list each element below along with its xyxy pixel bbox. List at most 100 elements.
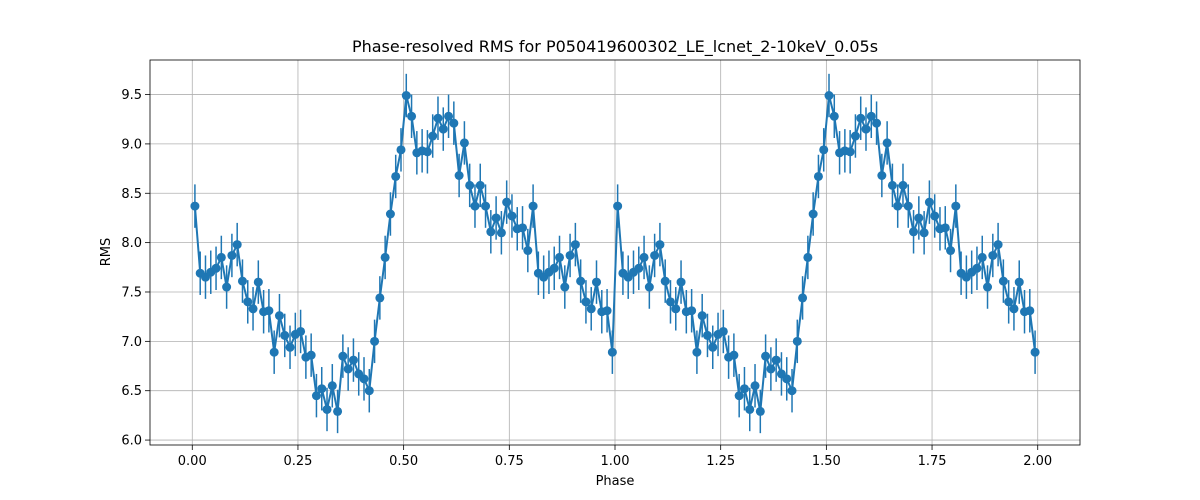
x-tick-label: 1.00 — [601, 454, 630, 469]
data-point — [655, 240, 665, 250]
data-point — [243, 297, 253, 307]
data-point — [993, 240, 1003, 250]
data-point — [718, 326, 728, 336]
data-point — [560, 282, 570, 292]
data-point — [581, 297, 591, 307]
data-point — [296, 326, 306, 336]
data-point — [761, 351, 771, 361]
y-tick-label: 7.5 — [121, 285, 142, 300]
data-point — [861, 124, 871, 134]
data-point — [475, 180, 485, 190]
data-point — [1004, 297, 1014, 307]
data-point — [327, 381, 337, 391]
data-point — [983, 282, 993, 292]
data-point — [792, 336, 802, 346]
data-point — [803, 252, 813, 262]
data-point — [819, 145, 829, 155]
data-point — [317, 384, 327, 394]
series-line — [193, 95, 1037, 412]
data-point — [771, 355, 781, 365]
data-point — [798, 293, 808, 303]
data-point — [671, 304, 681, 314]
data-point — [829, 111, 839, 121]
data-series — [190, 73, 1040, 434]
data-point — [782, 374, 792, 384]
axis-ticks: 0.00 0.25 0.50 0.75 1.00 1.25 1.50 1.75 2.00 6.0 6… — [121, 88, 1052, 469]
data-point — [914, 213, 924, 223]
data-point — [665, 297, 675, 307]
data-point — [1009, 304, 1019, 314]
data-point — [391, 171, 401, 181]
x-axis-label: Phase — [596, 474, 635, 489]
data-point — [496, 228, 506, 238]
data-point — [850, 131, 860, 141]
data-point — [459, 138, 469, 148]
data-point — [755, 406, 765, 416]
x-tick-label: 0.25 — [283, 454, 312, 469]
data-point — [333, 406, 343, 416]
data-point — [903, 201, 913, 211]
data-point — [787, 386, 797, 396]
x-tick-label: 1.50 — [812, 454, 841, 469]
data-point — [988, 250, 998, 260]
data-point — [613, 201, 623, 211]
data-point — [872, 118, 882, 128]
data-point — [1025, 306, 1035, 316]
y-axis-label: RMS — [99, 238, 114, 267]
data-point — [507, 211, 517, 221]
y-tick-label: 8.0 — [121, 236, 142, 251]
data-point — [866, 111, 876, 121]
data-point — [745, 404, 755, 414]
data-point — [518, 223, 528, 233]
data-point — [454, 171, 464, 180]
data-point — [1030, 347, 1040, 357]
data-point — [924, 197, 934, 207]
chart-title: Phase-resolved RMS for P050419600302_LE_… — [352, 37, 878, 57]
data-point — [808, 209, 818, 219]
data-point — [845, 147, 855, 157]
data-point — [856, 113, 866, 123]
data-point — [523, 246, 533, 256]
data-point — [237, 276, 247, 286]
data-point — [565, 250, 575, 260]
data-point — [650, 250, 660, 260]
data-point — [687, 306, 697, 316]
data-point — [877, 171, 887, 180]
data-point — [285, 342, 295, 352]
data-point — [909, 227, 919, 237]
y-tick-label: 8.5 — [121, 187, 142, 202]
data-point — [570, 240, 580, 250]
data-point — [702, 330, 712, 340]
data-point — [264, 306, 274, 316]
data-point — [433, 113, 443, 123]
data-point — [930, 211, 940, 221]
data-point — [634, 263, 644, 273]
data-point — [248, 304, 258, 314]
data-point — [729, 350, 739, 360]
x-tick-label: 2.00 — [1023, 454, 1052, 469]
data-point — [734, 391, 744, 401]
data-point — [222, 282, 232, 292]
x-tick-label: 0.75 — [495, 454, 524, 469]
data-point — [338, 351, 348, 361]
data-point — [940, 223, 950, 233]
data-point — [280, 330, 290, 340]
data-point — [486, 227, 496, 237]
data-point — [444, 111, 454, 121]
data-point — [766, 364, 776, 374]
data-point — [977, 252, 987, 262]
data-point — [951, 201, 961, 211]
data-point — [232, 240, 242, 250]
data-point — [311, 391, 321, 401]
data-point — [407, 111, 417, 121]
data-point — [549, 263, 559, 273]
data-point — [946, 246, 956, 256]
data-point — [491, 213, 501, 223]
data-point — [898, 180, 908, 190]
data-point — [660, 276, 670, 286]
y-tick-label: 6.0 — [121, 434, 142, 449]
data-point — [998, 276, 1008, 286]
data-point — [470, 201, 480, 211]
